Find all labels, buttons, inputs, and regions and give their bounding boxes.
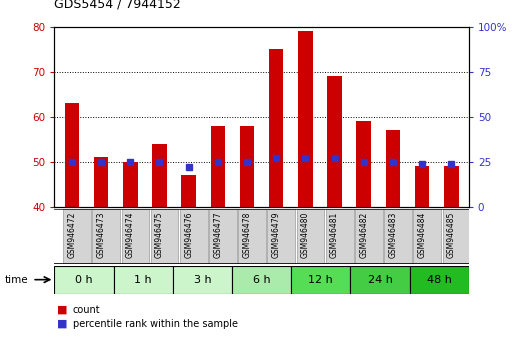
Text: 24 h: 24 h (368, 275, 393, 285)
Bar (65, 103, 79, 207)
Text: time: time (5, 275, 29, 285)
Text: 1 h: 1 h (134, 275, 152, 285)
Text: 0 h: 0 h (75, 275, 93, 285)
Bar (444, 166, 458, 207)
Bar (113, 266, 173, 294)
Bar (269, 49, 283, 207)
Text: percentile rank within the sample: percentile rank within the sample (73, 319, 238, 329)
Text: GSM946485: GSM946485 (447, 212, 456, 258)
Bar (384, 209, 412, 264)
Text: count: count (73, 305, 100, 315)
Bar (355, 209, 383, 264)
Text: GSM946479: GSM946479 (271, 212, 281, 258)
Bar (413, 209, 441, 264)
Bar (326, 209, 353, 264)
Bar (356, 121, 371, 207)
Bar (298, 31, 313, 207)
Bar (442, 209, 470, 264)
Bar (54, 266, 113, 294)
Bar (180, 209, 208, 264)
Bar (173, 266, 232, 294)
Text: 48 h: 48 h (427, 275, 452, 285)
Bar (327, 76, 342, 207)
Bar (410, 266, 469, 294)
Bar (291, 266, 350, 294)
Bar (210, 126, 225, 207)
Text: GSM946480: GSM946480 (301, 212, 310, 258)
Text: GSM946472: GSM946472 (67, 212, 76, 258)
Text: ■: ■ (57, 319, 67, 329)
Bar (151, 209, 178, 264)
Bar (232, 266, 291, 294)
Bar (350, 266, 410, 294)
Text: GSM946478: GSM946478 (242, 212, 252, 258)
Bar (92, 209, 120, 264)
Text: GSM946473: GSM946473 (96, 212, 106, 258)
Text: GSM946483: GSM946483 (388, 212, 397, 258)
Text: GSM946475: GSM946475 (155, 212, 164, 258)
Text: 3 h: 3 h (194, 275, 211, 285)
Bar (238, 209, 266, 264)
Bar (297, 209, 324, 264)
Text: GSM946481: GSM946481 (330, 212, 339, 258)
Bar (122, 209, 149, 264)
Bar (267, 209, 295, 264)
Bar (181, 176, 196, 207)
Text: GSM946477: GSM946477 (213, 212, 222, 258)
Text: GDS5454 / 7944152: GDS5454 / 7944152 (54, 0, 181, 11)
Text: GSM946482: GSM946482 (359, 212, 368, 258)
Text: 6 h: 6 h (253, 275, 270, 285)
Bar (63, 209, 91, 264)
Bar (385, 130, 400, 207)
Text: ■: ■ (57, 305, 67, 315)
Bar (94, 158, 108, 207)
Text: GSM946474: GSM946474 (126, 212, 135, 258)
Bar (240, 126, 254, 207)
Text: 12 h: 12 h (308, 275, 333, 285)
Bar (123, 162, 138, 207)
Text: GSM946476: GSM946476 (184, 212, 193, 258)
Text: GSM946484: GSM946484 (418, 212, 427, 258)
Bar (209, 209, 237, 264)
Bar (152, 144, 167, 207)
Bar (415, 166, 429, 207)
